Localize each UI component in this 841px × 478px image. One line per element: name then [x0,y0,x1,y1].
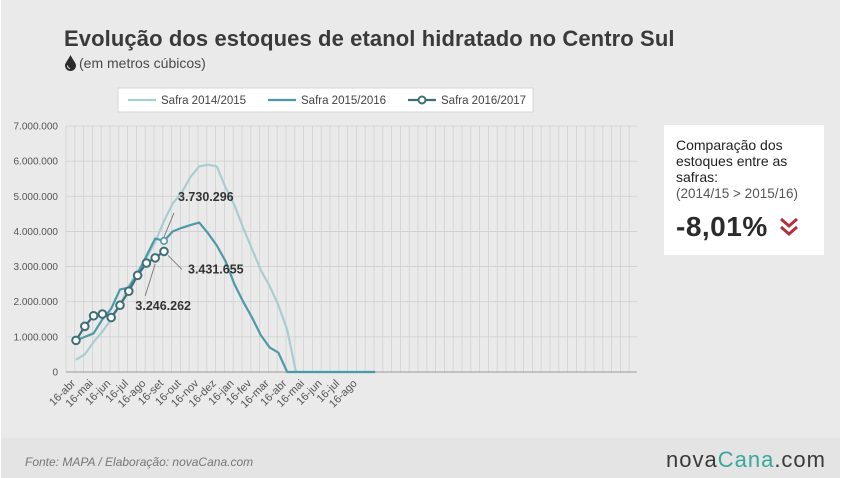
data-point-marker [80,321,90,332]
chart-title: Evolução dos estoques de etanol hidratad… [64,26,675,51]
data-point-marker [71,335,81,346]
comparison-value-row: -8,01% [676,211,814,243]
double-chevron-down-icon [779,217,798,236]
legend-label: Safra 2014/2015 [161,95,246,107]
legend-marker [417,95,427,105]
comparison-value: -8,01% [676,211,768,242]
data-point-marker [115,300,125,311]
logo-accent: Cana [717,447,775,472]
y-tick-label: 4.000.000 [14,227,59,238]
source-note: Fonte: MAPA / Elaboração: novaCana.com [25,455,254,469]
annotation-leader [144,263,156,297]
legend-box [117,87,534,113]
unit-label: (em metros cúbicos) [79,55,206,71]
logo-main: nova [666,447,718,472]
comparison-subtitle: (2014/15 > 2015/16) [676,186,798,201]
chart-series [71,163,376,374]
data-label: 3.246.262 [135,299,191,313]
comparison-title: Comparação dos estoques entre as safras: [676,137,788,185]
y-tick-label: 3.000.000 [14,262,59,273]
annotation-leader [167,255,183,270]
chart-subtitle: (em metros cúbicos) [64,55,206,71]
y-tick-label: 7.000.000 [14,122,59,133]
data-point-marker [141,258,152,268]
data-label: 3.431.655 [188,262,244,276]
comparison-card: Comparação dos estoques entre as safras:… [664,125,824,255]
data-label: 3.730.296 [178,190,234,204]
chart-annotations: 3.730.296 3.431.655 3.246.262 [135,190,243,313]
legend-item: Safra 2016/2017 [408,95,526,107]
data-point-marker [159,246,169,257]
data-point-marker [124,286,134,296]
data-point-marker [150,253,160,263]
y-tick-label: 0 [52,368,58,379]
y-tick-label: 5.000.000 [14,192,59,203]
logo-suffix: .com [774,447,826,472]
legend-item: Safra 2015/2016 [268,95,386,107]
annotation-leader [163,212,175,238]
y-tick-label: 6.000.000 [14,157,59,168]
brand-logo: novaCana.com [666,447,826,473]
y-axis: 7.000.000 6.000.000 5.000.000 4.000.000 3.00… [14,122,59,379]
x-axis: 16-abr16-mai16-jun16-jul16-ago16-set16-o… [47,377,360,410]
data-point-marker [88,310,99,321]
y-tick-label: 2.000.000 [14,297,59,308]
legend-item: Safra 2014/2015 [128,95,246,107]
chart-grid [65,125,637,373]
data-point-marker [106,312,116,323]
legend-label: Safra 2016/2017 [441,95,526,107]
water-drop-icon [65,55,76,71]
y-tick-label: 1.000.000 [14,332,59,343]
legend-label: Safra 2015/2016 [301,95,386,107]
footer: Fonte: MAPA / Elaboração: novaCana.com n… [1,438,840,478]
highlight-marker [160,236,169,245]
data-point-marker [97,309,108,319]
chart-legend: Safra 2014/2015 Safra 2015/2016 Safra 2016… [117,87,534,113]
data-point-marker [132,270,143,281]
